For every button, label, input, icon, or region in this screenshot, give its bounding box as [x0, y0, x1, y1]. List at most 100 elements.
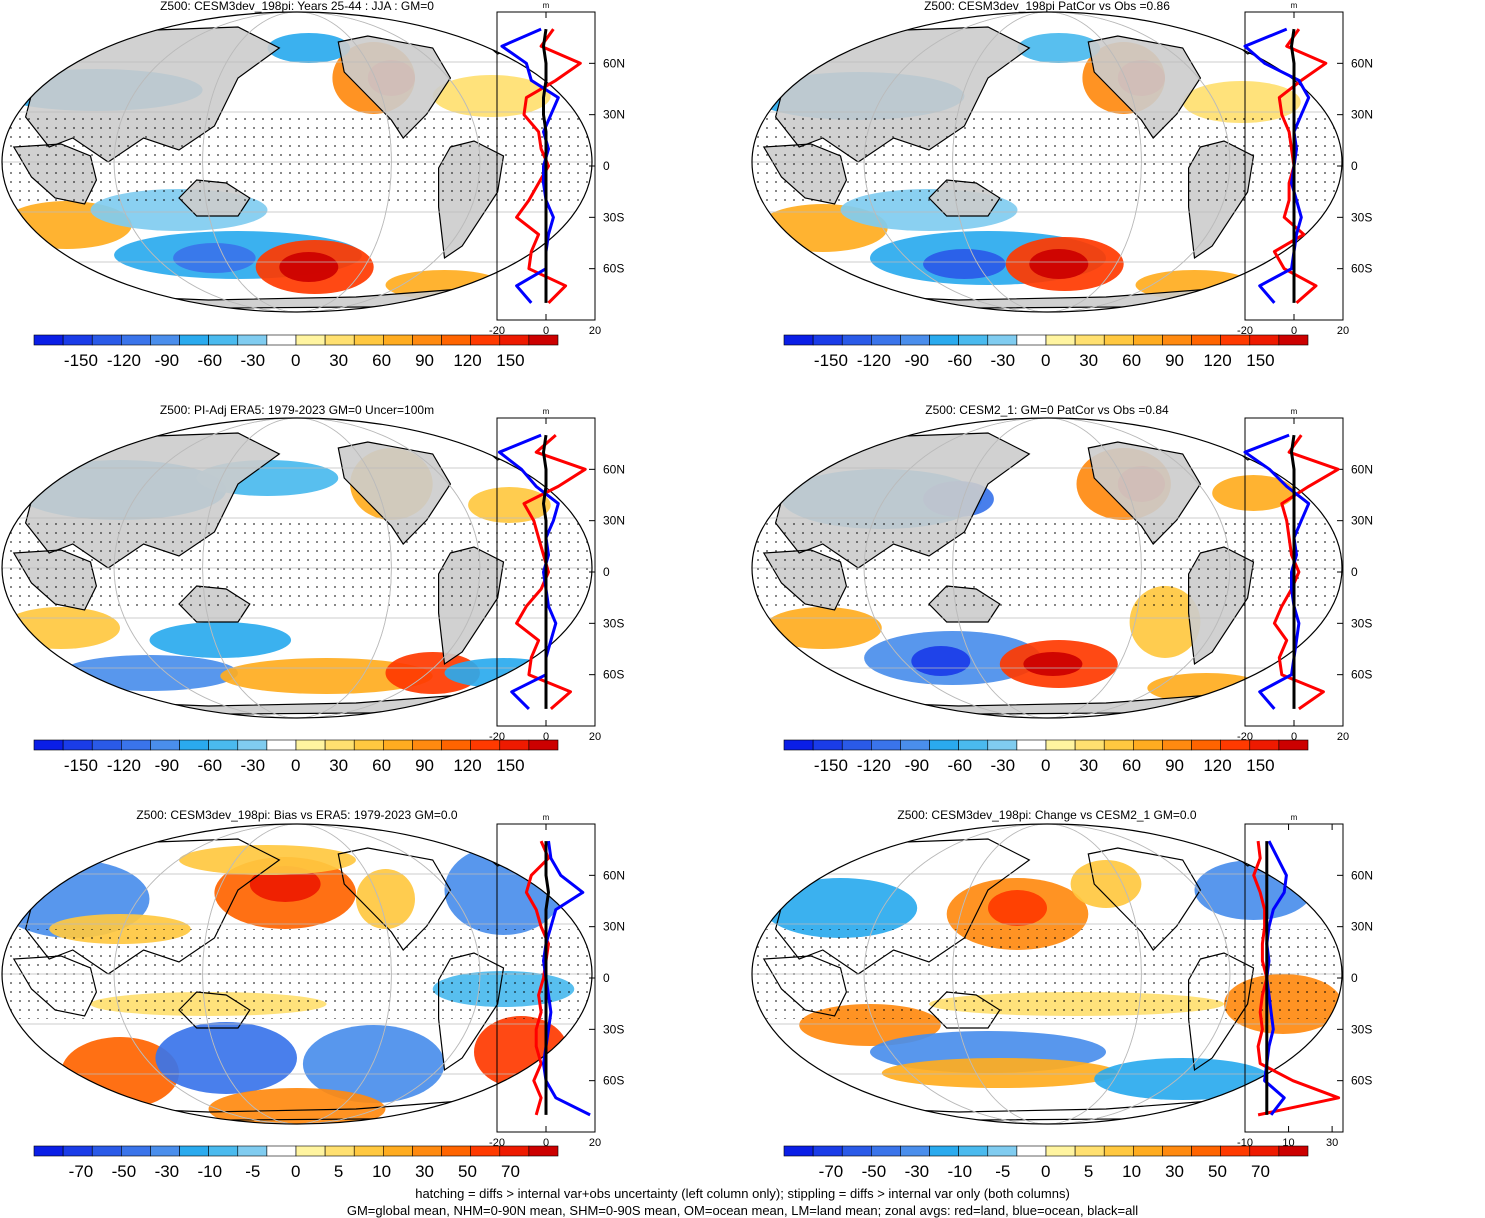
colorbar-swatch	[900, 334, 930, 346]
zonal-unit: m	[1291, 1, 1298, 10]
colorbar-swatch	[841, 1145, 872, 1157]
colorbar-label: -30	[240, 351, 265, 370]
colorbar-swatch	[324, 739, 355, 751]
gridline-lon	[202, 418, 392, 718]
colorbar-label: 50	[458, 1162, 477, 1181]
zonal-lat-label: 30N	[603, 108, 625, 122]
colorbar-label: -60	[948, 756, 973, 775]
colorbar-label: 0	[291, 1162, 300, 1181]
zonal-series-all	[1290, 28, 1296, 303]
colorbar-label: -150	[814, 756, 848, 775]
anomaly-contour	[302, 1025, 445, 1103]
colorbar-label: 30	[1079, 351, 1098, 370]
colorbar-label: -50	[112, 1162, 137, 1181]
colorbar-label: 10	[1122, 1162, 1141, 1181]
colorbar-label: 150	[1246, 756, 1274, 775]
zonal-xtick-label: 0	[543, 325, 549, 337]
colorbar-swatch	[179, 334, 209, 346]
colorbar-swatch	[1249, 739, 1280, 751]
colorbar-swatch	[1191, 334, 1221, 346]
colorbar: -150 -120 -90 -60 -30 0 30 60 90 120 150	[783, 739, 1309, 775]
colorbar: -70 -50 -30 -10 -5 0 5 10 30 50 70	[783, 1145, 1309, 1181]
map-border	[1, 823, 593, 1125]
colorbar-swatch	[528, 334, 559, 346]
colorbar-label: -90	[155, 756, 180, 775]
zonal-lat-label: 30N	[1351, 514, 1373, 528]
colorbar-label: 90	[415, 756, 434, 775]
colorbar-label: 0	[291, 351, 300, 370]
panel-title: Z500: CESM2_1: GM=0 PatCor vs Obs =0.84	[925, 403, 1169, 417]
zonal-lat-label: 30N	[603, 920, 625, 934]
colorbar-label: -90	[905, 351, 930, 370]
colorbar-swatch	[1278, 334, 1309, 346]
anomaly-contour	[155, 1022, 297, 1094]
colorbar-swatch	[237, 1145, 268, 1157]
colorbar-swatch	[179, 739, 209, 751]
zonal-plot: m -20 0 20 60N 30N 0 30S 60S	[489, 813, 625, 1149]
zonal-unit: m	[1291, 813, 1298, 822]
zonal-lat-label: 60N	[1351, 56, 1373, 70]
zonal-lat-label: 30S	[1351, 210, 1372, 224]
colorbar-swatch	[812, 1145, 843, 1157]
colorbar-label: 90	[415, 351, 434, 370]
gridline-lon	[113, 824, 481, 1124]
anomaly-contour	[1029, 249, 1089, 279]
colorbar-swatch	[783, 1145, 814, 1157]
land-mask	[1088, 36, 1201, 138]
colorbar-swatch	[1191, 1145, 1221, 1157]
colorbar-swatch	[1045, 334, 1076, 346]
zonal-lat-label: 30S	[603, 616, 624, 630]
colorbar-swatch	[958, 739, 989, 751]
colorbar-label: 60	[1122, 351, 1141, 370]
colorbar-swatch	[33, 334, 64, 346]
anomaly-contour	[763, 878, 918, 938]
zonal-series-land	[515, 28, 582, 304]
panel-title: Z500: CESM3dev_198pi: Change vs CESM2_1 …	[897, 808, 1196, 822]
gridline-lon	[202, 824, 392, 1124]
colorbar-swatch	[121, 739, 151, 751]
colorbar-label: -120	[857, 756, 891, 775]
colorbar-label: -5	[995, 1162, 1010, 1181]
colorbar-swatch	[783, 334, 814, 346]
colorbar-label: -120	[107, 351, 141, 370]
gridline-lon	[202, 12, 392, 312]
colorbar-label: 150	[496, 756, 524, 775]
colorbar-swatch	[1103, 1145, 1134, 1157]
colorbar-swatch	[62, 739, 93, 751]
colorbar-swatch	[150, 739, 180, 751]
colorbar-swatch	[1249, 334, 1280, 346]
zonal-lat-label: 30N	[1351, 108, 1373, 122]
anomaly-contour	[1194, 860, 1313, 920]
zonal-xtick-label: 20	[589, 731, 601, 743]
colorbar-label: 30	[1079, 756, 1098, 775]
colorbar-label: -30	[240, 756, 265, 775]
colorbar-swatch	[1133, 739, 1163, 751]
colorbar-swatch	[841, 334, 872, 346]
colorbar-label: 90	[1165, 756, 1184, 775]
zonal-xtick-label: -20	[1237, 325, 1253, 337]
panel-title: Z500: CESM3dev_198pi: Years 25-44 : JJA …	[160, 0, 434, 13]
colorbar-swatch	[150, 1145, 180, 1157]
colorbar: -150 -120 -90 -60 -30 0 30 60 90 120 150	[783, 334, 1309, 370]
anomaly-contour	[356, 869, 415, 929]
zonal-plot: m -20 0 20 60N 30N 0 30S 60S	[489, 407, 625, 743]
map-border	[751, 823, 1343, 1125]
map-border	[751, 11, 1343, 313]
colorbar-label: 60	[372, 351, 391, 370]
colorbar-swatch	[1016, 334, 1047, 346]
zonal-lat-label: 60S	[1351, 262, 1372, 276]
zonal-plot: m -20 0 20 60N 30N 0 30S 60S	[1237, 1, 1373, 337]
anomaly-contour	[1094, 1058, 1272, 1100]
panel-p1: Z500: CESM3dev_198pi: Years 25-44 : JJA …	[1, 0, 625, 370]
anomaly-contour	[1212, 475, 1295, 511]
colorbar-label: -150	[64, 756, 98, 775]
zonal-xtick-label: 10	[1282, 1137, 1294, 1149]
panel-title: Z500: PI-Adj ERA5: 1979-2023 GM=0 Uncer=…	[160, 403, 434, 417]
colorbar: -70 -50 -30 -10 -5 0 5 10 30 50 70	[33, 1145, 559, 1181]
colorbar-swatch	[295, 739, 326, 751]
colorbar-swatch	[324, 1145, 355, 1157]
land-mask	[338, 442, 451, 544]
colorbar-swatch	[783, 739, 814, 751]
zonal-xtick-label: 20	[1337, 731, 1349, 743]
footnote-legend: GM=global mean, NHM=0-90N mean, SHM=0-90…	[346, 1203, 1139, 1218]
